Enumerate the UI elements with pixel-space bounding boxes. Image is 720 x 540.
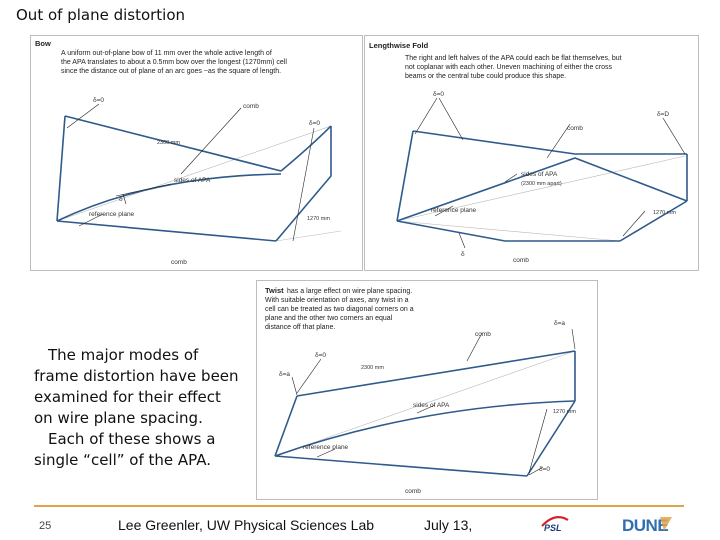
fold-label-comb-top: comb [567,125,583,132]
twist-label-comb-bottom: comb [405,488,421,495]
caption-paragraph-2: Each of these shows a single “cell” of t… [34,430,216,469]
bow-desc-line-1: A uniform out-of-plane bow of 11 mm over… [61,50,272,57]
svg-text:DUNE: DUNE [622,516,668,535]
fold-label-dD: δ=D [657,111,669,118]
footer-rule [34,505,684,507]
bow-leaders [66,103,315,242]
twist-label-d0-bottom: δ=0 [539,466,550,473]
bow-label-comb-bottom: comb [171,259,187,266]
dune-logo: DUNE [620,514,682,535]
twist-title: Twist [265,286,284,295]
bow-desc-line-2: the APA translates to about a 0.5mm bow … [61,59,287,66]
bow-diagram: Bow A uniform out-of-plane bow of 11 mm … [35,39,342,266]
twist-label-width: 1270 mm [553,409,576,415]
fold-desc-line-3: beams or the central tube could produce … [405,73,566,80]
fold-label-sides-sub: (2300 mm apart) [521,181,562,187]
page-number: 25 [39,520,52,532]
twist-desc-line-5: distance off that plane. [265,324,335,331]
bow-label-delta: δ [119,196,123,203]
bow-label-sides: sides of APA [174,177,211,184]
bow-desc-line-3: since the distance out of plane of an ar… [61,68,281,75]
twist-diagram-panel: Twist has a large effect on wire plane s… [256,280,598,500]
bow-label-comb-top: comb [243,103,259,110]
caption-paragraph-1: The major modes of frame distortion have… [34,346,239,427]
twist-reference-plane [274,350,576,477]
fold-desc-line-2: not coplanar with each other. Uneven mac… [405,64,613,71]
twist-label-da-right: δ=a [554,320,565,327]
fold-label-comb-bottom: comb [513,257,529,264]
twist-label-comb-top: comb [475,331,491,338]
presenter-name: Lee Greenler, UW Physical Sciences Lab [118,517,375,533]
fold-leaders [414,97,686,249]
bow-label-length: 2300 mm [157,140,180,146]
fold-label-sides: sides of APA [521,171,558,178]
twist-label-sides: sides of APA [413,402,450,409]
twist-desc-line-3: cell can be treated as two diagonal corn… [265,306,414,313]
bow-frame [56,115,332,242]
psl-logo: PSL [541,515,569,533]
fold-diagram: Lengthwise Fold The right and left halve… [369,41,688,264]
fold-label-reference: reference plane [431,207,477,214]
slide-title: Out of plane distortion [16,6,186,24]
bow-label-reference: reference plane [89,211,135,218]
fold-label-width: 1270 mm [653,210,676,216]
presentation-date: July 13, [424,517,473,533]
fold-title: Lengthwise Fold [369,41,429,50]
bow-title: Bow [35,39,51,48]
fold-label-delta: δ [461,251,465,258]
fold-frame [396,130,688,242]
bow-diagram-panel: Bow A uniform out-of-plane bow of 11 mm … [30,35,363,271]
twist-label-length: 2300 mm [361,365,384,371]
fold-desc-line-1: The right and left halves of the APA cou… [405,55,622,62]
twist-label-d0-top: δ=0 [315,352,326,359]
bow-label-width: 1270 mm [307,216,330,222]
twist-label-da-left: δ=a [279,371,290,378]
twist-frame [274,350,576,477]
bow-label-d0-left: δ=0 [93,97,104,104]
twist-desc-line-4: plane and the other two corners an equal [265,315,393,322]
slide-caption: The major modes of frame distortion have… [34,345,244,471]
twist-desc-line-1: has a large effect on wire plane spacing… [287,288,412,295]
fold-label-d0: δ=0 [433,91,444,98]
svg-text:PSL: PSL [544,523,562,533]
twist-leaders [291,328,576,476]
twist-label-reference: reference plane [303,444,349,451]
twist-desc-line-2: With suitable orientation of axes, any t… [265,297,409,304]
twist-diagram: Twist has a large effect on wire plane s… [265,286,576,495]
fold-diagram-panel: Lengthwise Fold The right and left halve… [364,35,699,271]
bow-label-d0-right: δ=0 [309,120,320,127]
